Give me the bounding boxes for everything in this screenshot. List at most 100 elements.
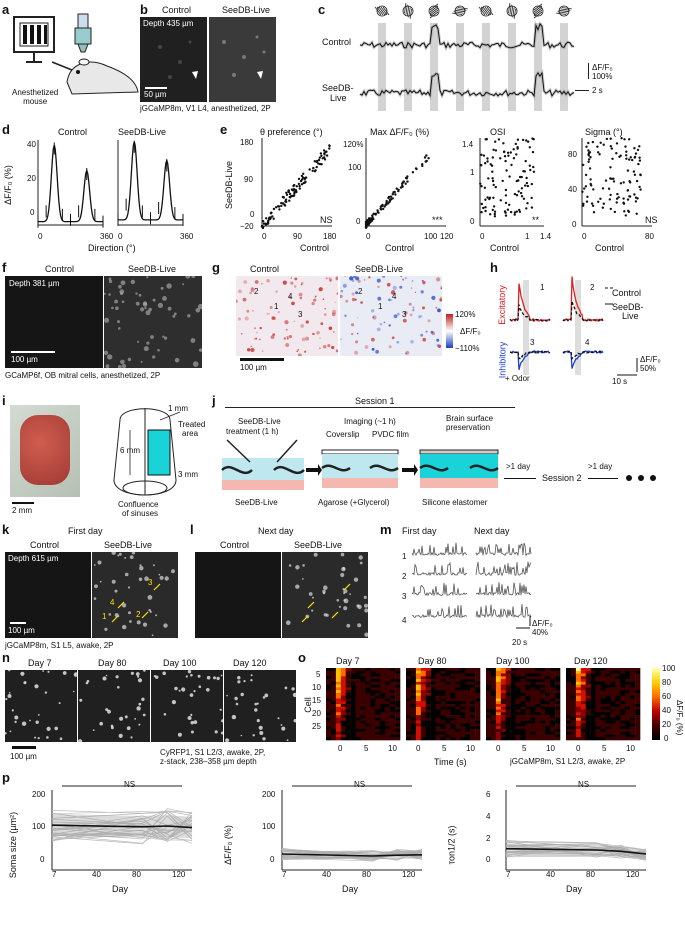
o-cell — [550, 720, 556, 724]
o-cell — [555, 690, 561, 694]
n-cell — [117, 686, 120, 689]
e3-ytick-0: 0 — [470, 217, 475, 226]
m-trace — [475, 604, 532, 619]
o-cell — [575, 676, 582, 680]
g-pixel — [410, 287, 413, 289]
o-cell — [630, 684, 636, 688]
e-point — [492, 148, 495, 151]
j-step3-drawing — [419, 449, 499, 488]
o-cell — [435, 706, 441, 710]
o-cell — [575, 690, 582, 694]
o-cell — [420, 681, 426, 685]
cell-dot — [363, 595, 367, 599]
o-cell — [600, 695, 606, 699]
o-cell — [406, 737, 412, 741]
cell-dot — [357, 623, 362, 628]
e4-ytick-80: 80 — [568, 150, 577, 159]
panel-l-control-image — [195, 552, 281, 638]
g-pixel — [324, 308, 326, 310]
o-cell — [345, 673, 351, 677]
panel-e-xlabel-2: Control — [385, 243, 415, 253]
o-cell — [385, 709, 391, 713]
o-cell — [435, 668, 441, 672]
o-cell — [585, 709, 591, 713]
o-cell — [495, 734, 502, 738]
o-cell — [600, 690, 606, 694]
o-cell — [345, 712, 351, 716]
n-cell — [11, 709, 14, 712]
g-pixel — [372, 315, 377, 320]
g-pixel — [427, 319, 431, 323]
g-pixel — [290, 281, 294, 285]
cell-dot — [323, 613, 327, 617]
o-cell — [330, 681, 337, 685]
panel-label-h: h — [490, 260, 498, 275]
o-cell — [465, 690, 471, 694]
o-cell — [566, 681, 572, 685]
e-point — [484, 162, 487, 165]
o-cell — [425, 673, 431, 677]
arrowhead-icon — [257, 71, 263, 79]
n-day-80: Day 80 — [98, 658, 127, 668]
cell-dot — [286, 620, 291, 625]
g-pixel — [311, 302, 315, 306]
g-pixel — [400, 276, 403, 277]
o-cell — [600, 706, 606, 710]
o-cell — [390, 717, 396, 721]
e-point — [374, 212, 377, 215]
panel-j-agarose: Agarose (+Glycerol) — [318, 498, 390, 507]
g-pixel — [376, 327, 381, 332]
grating-icon — [428, 3, 440, 19]
panel-label-g: g — [212, 260, 220, 275]
panel-f-seedb-image — [104, 276, 202, 368]
o-cell — [335, 717, 342, 721]
panel-k-scale-bar — [10, 622, 26, 624]
e-point — [612, 177, 615, 180]
o-cell — [390, 687, 396, 691]
p-individual-line — [51, 810, 193, 830]
o-cell — [380, 737, 386, 741]
o-cell — [595, 704, 601, 708]
o-xtick-10d: 10 — [626, 744, 635, 753]
o-cell — [475, 737, 481, 741]
o-cell — [600, 712, 606, 716]
panel-b-scale-label: 50 µm — [144, 90, 167, 99]
o-xtick-5c: 5 — [522, 744, 527, 753]
o-cell — [635, 723, 641, 727]
o-cell — [525, 692, 531, 696]
o-cell — [630, 704, 636, 708]
o-cell — [450, 706, 456, 710]
panel-k-title: First day — [68, 526, 103, 536]
g-pixel — [272, 333, 275, 336]
o-cell — [580, 698, 586, 702]
e-point — [625, 154, 628, 157]
o-cell — [630, 726, 636, 730]
o-cell — [406, 684, 412, 688]
e3-ytick-1: 1 — [470, 168, 475, 177]
o-cell — [610, 695, 616, 699]
o-cell — [390, 684, 396, 688]
o-cell — [486, 701, 492, 705]
f-cell — [138, 293, 142, 297]
o-cell — [590, 715, 596, 719]
o-cell — [555, 704, 561, 708]
o-cell — [330, 726, 337, 730]
o-cell — [345, 681, 351, 685]
o-cell — [495, 715, 502, 719]
e2-xtick-100: 100 — [424, 232, 438, 241]
o-cell — [435, 684, 441, 688]
g-pixel — [437, 344, 442, 348]
panel-i-brain-schematic — [113, 408, 181, 496]
e-point — [633, 173, 637, 176]
panel-b-control-image: Depth 435 µm 50 µm — [140, 17, 207, 102]
e-point — [628, 138, 631, 141]
o-cell — [545, 684, 551, 688]
j-ellipsis-icon — [626, 475, 656, 481]
n-cell — [256, 702, 259, 705]
o-cell — [440, 731, 446, 735]
g-pixel — [275, 290, 278, 293]
e-point — [499, 157, 502, 160]
o-cell — [375, 715, 381, 719]
o-cell — [490, 690, 497, 694]
o-cell — [340, 717, 346, 721]
